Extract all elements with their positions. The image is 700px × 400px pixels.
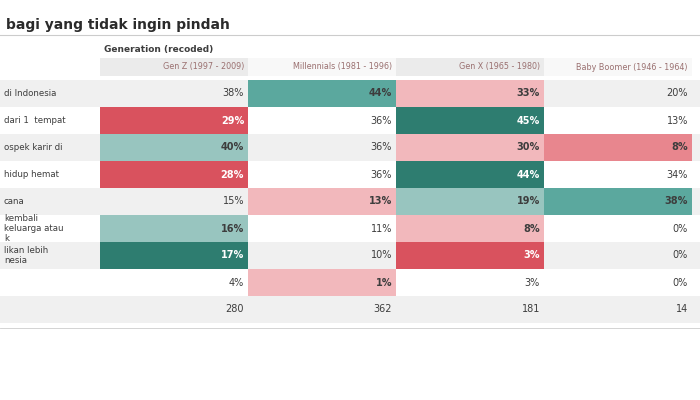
Text: 19%: 19% [517,196,540,206]
Text: 181: 181 [522,304,540,314]
Text: bagi yang tidak ingin pindah: bagi yang tidak ingin pindah [6,18,230,32]
Bar [396,161,544,188]
Text: 8%: 8% [524,224,540,234]
Text: 29%: 29% [220,116,244,126]
Bar [0,269,700,296]
Bar [0,107,700,134]
Text: 13%: 13% [369,196,392,206]
Text: Gen X (1965 - 1980): Gen X (1965 - 1980) [459,62,540,72]
Bar [0,242,700,269]
Text: 44%: 44% [517,170,540,180]
Text: 1%: 1% [375,278,392,288]
Text: 17%: 17% [220,250,244,260]
Text: likan lebih
nesia: likan lebih nesia [4,246,48,265]
Text: Gen Z (1997 - 2009): Gen Z (1997 - 2009) [162,62,244,72]
Text: 28%: 28% [220,170,244,180]
Text: Generation (recoded): Generation (recoded) [104,45,214,54]
Text: 38%: 38% [223,88,244,98]
Bar [100,161,248,188]
Text: 11%: 11% [370,224,392,234]
Text: 40%: 40% [220,142,244,152]
Bar [248,80,396,107]
Bar [248,269,396,296]
Text: 44%: 44% [369,88,392,98]
Bar [544,188,692,215]
Text: 0%: 0% [673,278,688,288]
Text: 36%: 36% [370,142,392,152]
Text: 33%: 33% [517,88,540,98]
Text: 15%: 15% [223,196,244,206]
Bar [544,134,692,161]
Text: 30%: 30% [517,142,540,152]
Bar [248,188,396,215]
Text: 34%: 34% [666,170,688,180]
Bar [396,80,544,107]
Bar [100,107,248,134]
Bar [0,215,700,242]
Text: 362: 362 [374,304,392,314]
Text: 0%: 0% [673,224,688,234]
Text: hidup hemat: hidup hemat [4,170,59,179]
Bar [0,188,700,215]
Bar [0,161,700,188]
Text: 3%: 3% [525,278,540,288]
Text: 36%: 36% [370,170,392,180]
Bar [248,58,396,76]
Bar [100,58,248,76]
Bar [396,134,544,161]
Text: 280: 280 [225,304,244,314]
Text: Millennials (1981 - 1996): Millennials (1981 - 1996) [293,62,392,72]
Bar [100,215,248,242]
Text: 4%: 4% [229,278,244,288]
Bar [396,188,544,215]
Bar [544,58,692,76]
Bar [0,80,700,107]
Text: ospek karir di: ospek karir di [4,143,62,152]
Text: 16%: 16% [220,224,244,234]
Text: di Indonesia: di Indonesia [4,89,57,98]
Text: 3%: 3% [524,250,540,260]
Text: cana: cana [4,197,25,206]
Text: 20%: 20% [666,88,688,98]
Text: 38%: 38% [664,196,688,206]
Bar [396,107,544,134]
Text: 0%: 0% [673,250,688,260]
Bar [396,242,544,269]
Text: dari 1  tempat: dari 1 tempat [4,116,66,125]
Text: 45%: 45% [517,116,540,126]
Bar [396,58,544,76]
Text: kembali
keluarga atau
k: kembali keluarga atau k [4,214,64,243]
Text: 10%: 10% [370,250,392,260]
Bar [0,134,700,161]
Text: 36%: 36% [370,116,392,126]
Bar [0,296,700,323]
Text: 8%: 8% [671,142,688,152]
Text: 14: 14 [676,304,688,314]
Text: Baby Boomer (1946 - 1964): Baby Boomer (1946 - 1964) [577,62,688,72]
Bar [396,215,544,242]
Bar [100,134,248,161]
Text: 13%: 13% [666,116,688,126]
Bar [100,242,248,269]
